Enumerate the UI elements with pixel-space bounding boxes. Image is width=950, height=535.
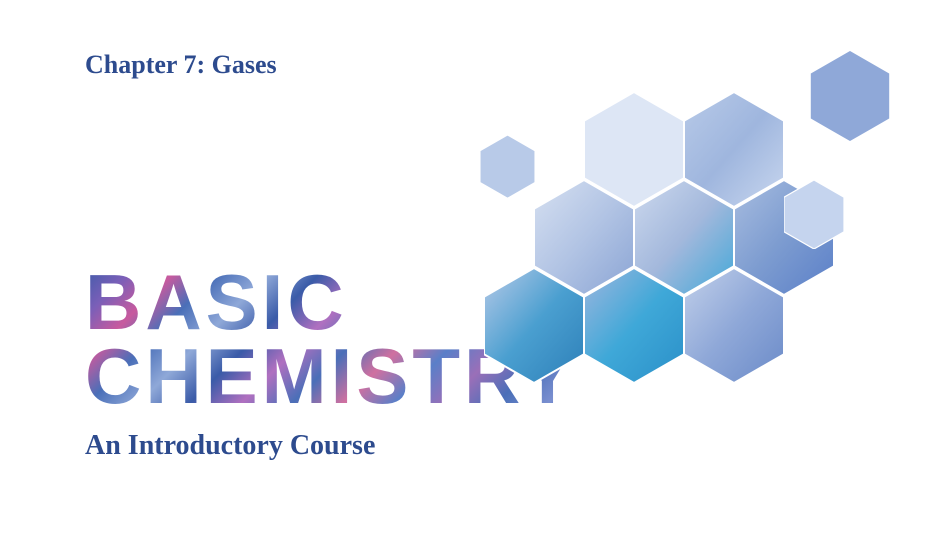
hexagon-icon: [734, 180, 834, 295]
chapter-title: Chapter 7: Gases: [85, 50, 277, 80]
hexagon-icon: [684, 92, 784, 207]
subtitle: An Introductory Course: [85, 430, 375, 462]
slide-root: Chapter 7: Gases BASIC CHEMISTRY An Intr…: [0, 0, 950, 535]
hexagon-icon: [784, 180, 844, 249]
hexagon-icon: [684, 268, 784, 383]
hexagon-icon: [584, 268, 684, 383]
main-title-line2: CHEMISTRY: [85, 332, 577, 420]
hexagon-icon: [634, 180, 734, 295]
hexagon-icon: [584, 92, 684, 207]
hexagon-icon: [480, 135, 535, 198]
main-title: BASIC CHEMISTRY: [85, 265, 577, 413]
hexagon-icon: [810, 50, 890, 142]
